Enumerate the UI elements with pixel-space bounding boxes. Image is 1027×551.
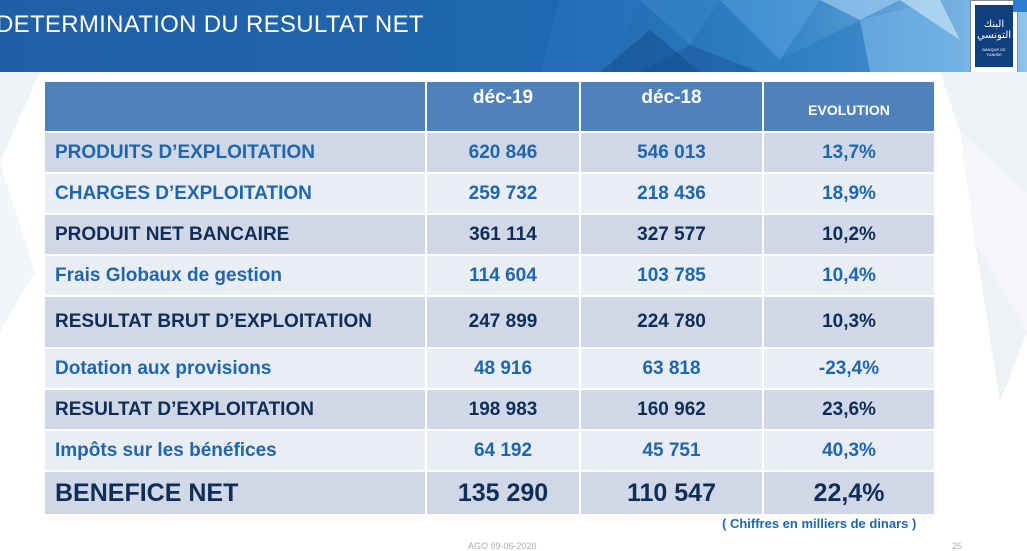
row-label: Dotation aux provisions — [45, 349, 427, 390]
value-evolution: 10,4% — [764, 256, 934, 297]
corner-tag — [1013, 0, 1027, 12]
value-dec19: 361 114 — [427, 215, 581, 256]
background-decoration — [0, 72, 1027, 402]
value-evolution: 10,2% — [764, 215, 934, 256]
value-evolution: 10,3% — [764, 297, 934, 349]
value-dec18: 327 577 — [581, 215, 764, 256]
value-dec19: 135 290 — [427, 472, 581, 516]
row-label: RESULTAT D’EXPLOITATION — [45, 390, 427, 431]
value-dec19: 114 604 — [427, 256, 581, 297]
row-label: Frais Globaux de gestion — [45, 256, 427, 297]
table-row: PRODUIT NET BANCAIRE 361 114 327 577 10,… — [45, 215, 934, 256]
row-label: CHARGES D’EXPLOITATION — [45, 174, 427, 215]
table-row: PRODUITS D’EXPLOITATION 620 846 546 013 … — [45, 133, 934, 174]
value-dec19: 64 192 — [427, 431, 581, 472]
value-evolution: -23,4% — [764, 349, 934, 390]
value-dec18: 110 547 — [581, 472, 764, 516]
value-dec18: 218 436 — [581, 174, 764, 215]
table-row: Frais Globaux de gestion 114 604 103 785… — [45, 256, 934, 297]
value-dec18: 45 751 — [581, 431, 764, 472]
banner-decoration — [540, 0, 970, 72]
row-label: PRODUITS D’EXPLOITATION — [45, 133, 427, 174]
slide-number: 25 — [952, 541, 963, 551]
value-evolution: 40,3% — [764, 431, 934, 472]
title-banner: DETERMINATION DU RESULTAT NET — [0, 0, 1027, 72]
value-dec18: 224 780 — [581, 297, 764, 349]
header-cell-evolution: EVOLUTION — [764, 82, 934, 133]
value-dec19: 620 846 — [427, 133, 581, 174]
results-table: déc-19 déc-18 EVOLUTION PRODUITS D’EXPLO… — [45, 82, 934, 516]
header-cell-dec18: déc-18 — [581, 82, 764, 133]
table-row-total: BENEFICE NET 135 290 110 547 22,4% — [45, 472, 934, 516]
value-dec18: 160 962 — [581, 390, 764, 431]
value-dec18: 546 013 — [581, 133, 764, 174]
page-title: DETERMINATION DU RESULTAT NET — [0, 11, 424, 38]
row-label: BENEFICE NET — [45, 472, 427, 516]
row-label: PRODUIT NET BANCAIRE — [45, 215, 427, 256]
logo-arabic-text: البنك التونسي — [976, 19, 1012, 41]
units-note: ( Chiffres en milliers de dinars ) — [722, 516, 917, 531]
table-row: Impôts sur les bénéfices 64 192 45 751 4… — [45, 431, 934, 472]
table-row: Dotation aux provisions 48 916 63 818 -2… — [45, 349, 934, 390]
row-label: Impôts sur les bénéfices — [45, 431, 427, 472]
table-row: RESULTAT BRUT D’EXPLOITATION 247 899 224… — [45, 297, 934, 349]
header-cell-dec19: déc-19 — [427, 82, 581, 133]
table-row: CHARGES D’EXPLOITATION 259 732 218 436 1… — [45, 174, 934, 215]
value-dec18: 103 785 — [581, 256, 764, 297]
value-dec18: 63 818 — [581, 349, 764, 390]
table-header-row: déc-19 déc-18 EVOLUTION — [45, 82, 934, 133]
logo-emblem: البنك التونسي BANQUE DE TUNISIE — [975, 5, 1013, 67]
footer-meeting-date: AGO 09-06-2020 — [468, 541, 537, 551]
value-dec19: 48 916 — [427, 349, 581, 390]
table-row: RESULTAT D’EXPLOITATION 198 983 160 962 … — [45, 390, 934, 431]
value-dec19: 259 732 — [427, 174, 581, 215]
value-dec19: 198 983 — [427, 390, 581, 431]
header-cell-label — [45, 82, 427, 133]
row-label: RESULTAT BRUT D’EXPLOITATION — [45, 297, 427, 349]
value-evolution: 22,4% — [764, 472, 934, 516]
value-evolution: 23,6% — [764, 390, 934, 431]
value-evolution: 18,9% — [764, 174, 934, 215]
logo-subtext: BANQUE DE TUNISIE — [982, 47, 1006, 57]
bank-logo: البنك التونسي BANQUE DE TUNISIE — [970, 0, 1018, 73]
value-dec19: 247 899 — [427, 297, 581, 349]
value-evolution: 13,7% — [764, 133, 934, 174]
